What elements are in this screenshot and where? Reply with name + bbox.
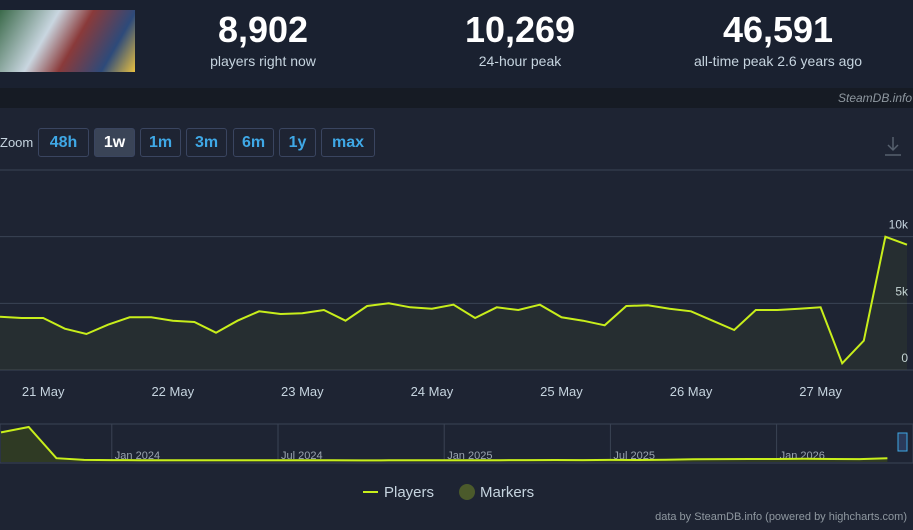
zoom-button[interactable]: 1y — [279, 128, 316, 157]
game-thumbnail — [0, 10, 135, 72]
y-tick-label: 0 — [901, 351, 908, 365]
stat-label: 24-hour peak — [478, 53, 562, 69]
x-tick-label: 27 May — [799, 384, 842, 399]
navigator-handle[interactable] — [897, 432, 908, 452]
watermark-band: SteamDB.info — [0, 88, 913, 108]
legend-label: Markers — [480, 484, 534, 501]
stat: 10,269 24-hour peak — [390, 9, 650, 70]
x-tick-label: 25 May — [540, 384, 583, 399]
legend-marker — [459, 484, 475, 500]
line — [0, 425, 888, 462]
stat-label: all-time peak 2.6 years ago — [693, 53, 863, 69]
y-tick-label: 10k — [889, 218, 909, 232]
zoom-button[interactable]: 48h — [38, 128, 89, 157]
x-tick-label: 24 May — [411, 384, 454, 399]
download-icon[interactable] — [885, 137, 901, 156]
area — [0, 236, 907, 370]
y-tick-label: 5k — [895, 284, 909, 298]
x-tick-label: Jul 2024 — [281, 450, 323, 462]
x-tick-label: 22 May — [151, 384, 194, 399]
zoom-label: Zoom — [0, 135, 34, 150]
stat: 8,902 players right now — [133, 9, 393, 70]
credits: data by SteamDB.info (powered by highcha… — [655, 511, 907, 523]
line — [0, 235, 908, 366]
watermark: SteamDB.info — [838, 91, 913, 105]
zoom-button[interactable]: 3m — [186, 128, 227, 157]
navigator-frame — [0, 423, 913, 464]
zoom-button[interactable]: 6m — [233, 128, 274, 157]
x-tick-label: Jan 2025 — [447, 450, 492, 462]
x-tick-label: 23 May — [281, 384, 324, 399]
x-tick-label: Jan 2024 — [115, 450, 160, 462]
x-tick-label: 21 May — [22, 384, 65, 399]
x-tick-label: 26 May — [670, 384, 713, 399]
stat-value: 8,902 — [217, 9, 309, 50]
zoom-button[interactable]: 1w — [94, 128, 135, 157]
zoom-button[interactable]: 1m — [140, 128, 181, 157]
stat-value: 10,269 — [464, 9, 576, 50]
header: 8,902 players right now 10,269 24-hour peak… — [0, 0, 913, 88]
stat-label: players right now — [210, 53, 316, 69]
zoom-button[interactable]: max — [321, 128, 375, 157]
stat: 46,591 all-time peak 2.6 years ago — [648, 9, 908, 70]
stat-value: 46,591 — [722, 9, 834, 50]
legend-label: Players — [384, 484, 434, 501]
